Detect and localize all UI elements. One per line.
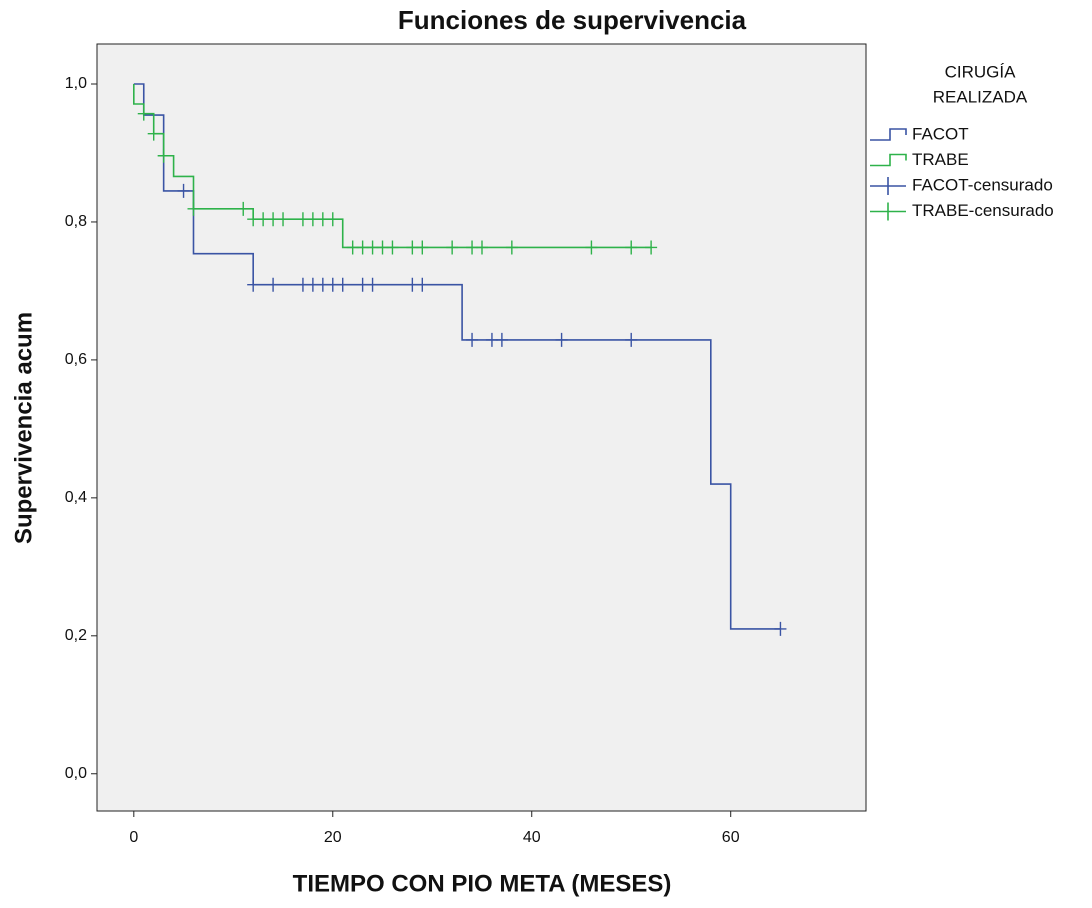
censor-mark bbox=[137, 106, 150, 121]
y-tick-label: 0,8 bbox=[65, 213, 87, 230]
y-tick-label: 0,6 bbox=[65, 351, 87, 368]
censor-mark bbox=[177, 183, 190, 198]
censor-mark bbox=[466, 332, 479, 347]
censor-mark bbox=[475, 240, 488, 255]
censor-mark bbox=[505, 240, 518, 255]
censor-mark bbox=[585, 240, 598, 255]
x-tick-label: 0 bbox=[129, 829, 138, 846]
censor-mark bbox=[147, 126, 160, 141]
legend-symbol bbox=[870, 153, 907, 167]
legend-symbol bbox=[870, 128, 907, 141]
legend-symbol bbox=[870, 177, 906, 195]
plot-area bbox=[96, 43, 867, 812]
censor-mark bbox=[555, 332, 568, 347]
censor-mark bbox=[267, 277, 280, 292]
legend-symbol bbox=[870, 202, 906, 221]
legend-label: FACOT-censurado bbox=[912, 175, 1053, 194]
x-tick-label: 40 bbox=[523, 829, 541, 846]
x-tick-label: 20 bbox=[324, 829, 342, 846]
chart-title: Funciones de supervivencia bbox=[398, 5, 747, 35]
censor-mark bbox=[187, 201, 200, 216]
censor-mark bbox=[625, 240, 638, 255]
y-tick-label: 0,4 bbox=[65, 489, 87, 506]
censor-mark bbox=[247, 277, 260, 292]
y-tick-label: 0,0 bbox=[65, 765, 87, 782]
censor-mark bbox=[336, 277, 349, 292]
y-axis-label: Supervivencia acum bbox=[10, 312, 37, 544]
legend-title: REALIZADA bbox=[933, 87, 1028, 106]
censor-mark bbox=[774, 621, 787, 636]
censor-mark bbox=[416, 240, 429, 255]
legend-label: FACOT bbox=[912, 124, 969, 143]
censor-mark bbox=[237, 201, 250, 216]
censor-mark bbox=[625, 332, 638, 347]
censor-mark bbox=[157, 148, 170, 163]
y-tick-label: 0,2 bbox=[65, 627, 87, 644]
censor-mark bbox=[416, 277, 429, 292]
censor-mark bbox=[277, 212, 290, 227]
x-axis-label: TIEMPO CON PIO META (MESES) bbox=[293, 870, 672, 897]
legend-label: TRABE bbox=[912, 150, 969, 169]
legend-title: CIRUGÍA bbox=[945, 62, 1017, 81]
censor-mark bbox=[326, 212, 339, 227]
legend-label: TRABE-censurado bbox=[912, 201, 1054, 220]
censor-mark bbox=[386, 240, 399, 255]
censor-mark bbox=[495, 332, 508, 347]
y-tick-label: 1,0 bbox=[65, 75, 87, 92]
x-tick-label: 60 bbox=[722, 829, 740, 846]
censor-mark bbox=[366, 277, 379, 292]
censor-mark bbox=[645, 240, 658, 255]
censor-mark bbox=[446, 240, 459, 255]
